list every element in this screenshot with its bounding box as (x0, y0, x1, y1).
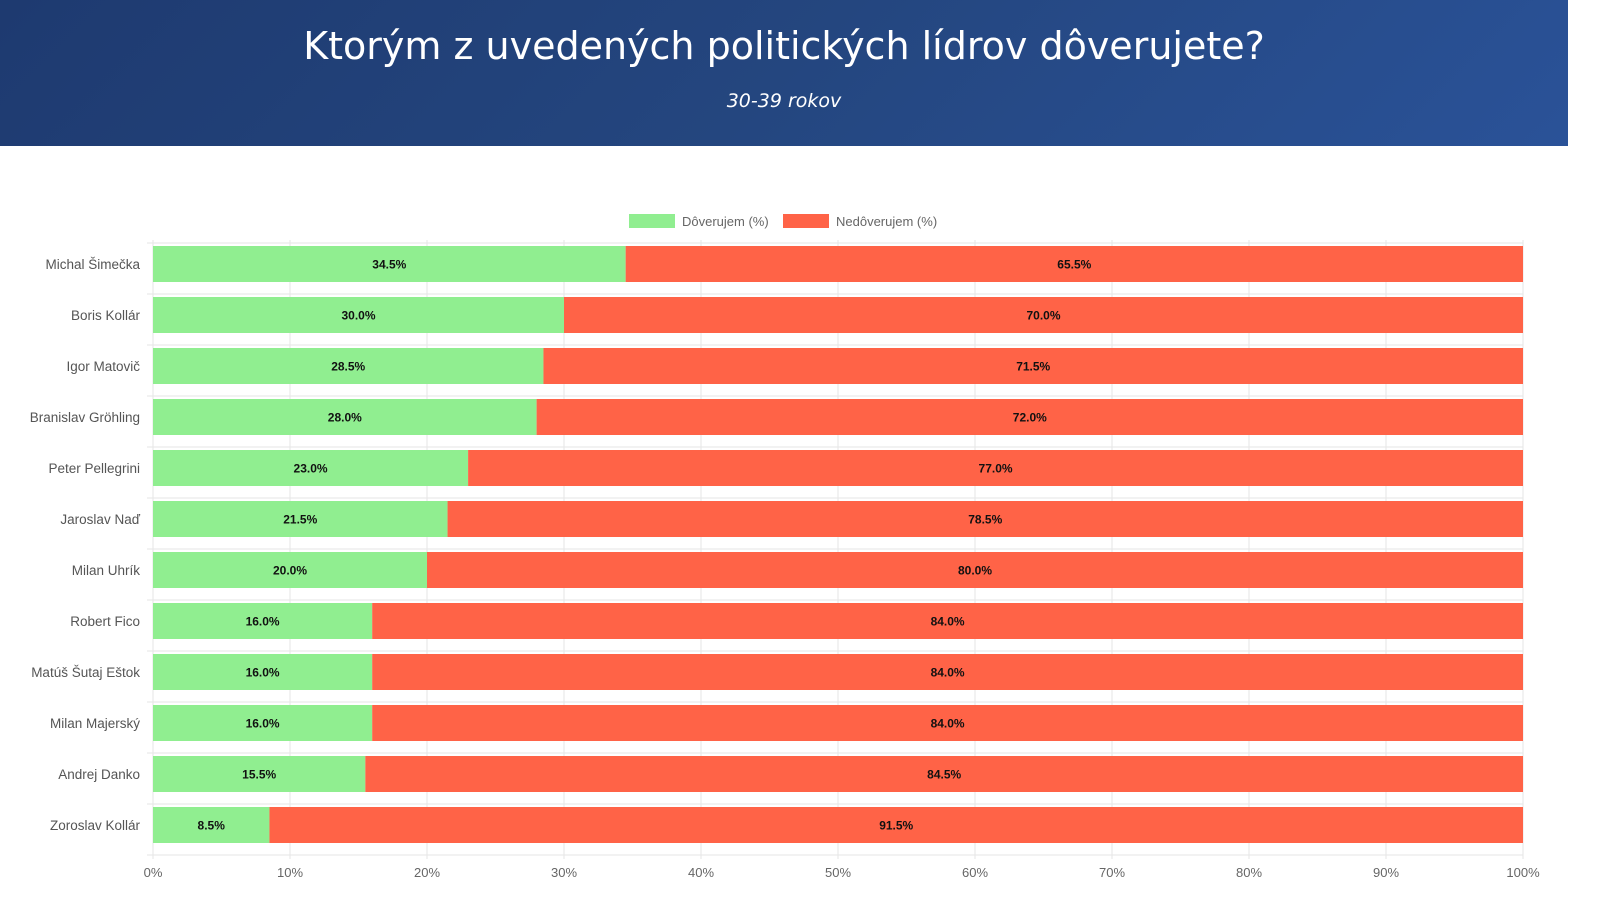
data-label: 91.5% (879, 819, 913, 833)
data-label: 65.5% (1057, 258, 1091, 272)
bar-distrust (372, 705, 1524, 741)
data-label: 15.5% (242, 768, 276, 782)
header-banner: Ktorým z uvedených politických lídrov dô… (0, 0, 1568, 146)
data-label: 16.0% (246, 615, 280, 629)
bar-trust (153, 348, 544, 384)
y-tick-label: Robert Fico (70, 614, 140, 629)
bar-distrust (447, 501, 1523, 537)
bar-trust (153, 399, 537, 435)
bar-distrust (564, 297, 1523, 333)
data-label: 28.5% (331, 360, 365, 374)
bar-distrust (372, 654, 1524, 690)
x-tick-label: 70% (1099, 865, 1125, 880)
x-tick-label: 10% (277, 865, 303, 880)
bar-trust (153, 807, 270, 843)
bar-distrust (543, 348, 1523, 384)
y-tick-label: Zoroslav Kollár (50, 818, 141, 833)
bar-trust (153, 552, 427, 588)
y-tick-label: Milan Majerský (50, 716, 140, 731)
y-tick-label: Igor Matovič (66, 359, 140, 374)
bar-trust (153, 501, 448, 537)
data-label: 78.5% (968, 513, 1002, 527)
x-tick-label: 60% (962, 865, 988, 880)
data-label: 16.0% (246, 717, 280, 731)
bar-trust (153, 297, 564, 333)
data-label: 84.0% (931, 717, 965, 731)
x-tick-label: 40% (688, 865, 714, 880)
x-tick-label: 30% (551, 865, 577, 880)
data-label: 84.5% (927, 768, 961, 782)
y-tick-label: Boris Kollár (71, 308, 141, 323)
bar-distrust (468, 450, 1524, 486)
bar-trust (153, 450, 469, 486)
y-tick-label: Matúš Šutaj Eštok (31, 665, 140, 680)
bar-distrust (427, 552, 1523, 588)
page-subtitle: 30-39 rokov (726, 90, 842, 112)
x-tick-label: 50% (825, 865, 851, 880)
data-label: 80.0% (958, 564, 992, 578)
bar-trust (153, 654, 373, 690)
bar-trust (153, 756, 366, 792)
data-label: 77.0% (979, 462, 1013, 476)
page-title: Ktorým z uvedených politických lídrov dô… (303, 24, 1265, 68)
data-label: 28.0% (328, 411, 362, 425)
data-label: 84.0% (931, 666, 965, 680)
data-label: 71.5% (1016, 360, 1050, 374)
y-tick-label: Jaroslav Naď (60, 512, 140, 527)
legend-swatch (629, 214, 675, 228)
bar-trust (153, 705, 373, 741)
bar-distrust (536, 399, 1523, 435)
data-label: 21.5% (283, 513, 317, 527)
bar-distrust (625, 246, 1523, 282)
y-tick-label: Milan Uhrík (72, 563, 141, 578)
data-label: 23.0% (294, 462, 328, 476)
data-label: 70.0% (1026, 309, 1060, 323)
x-tick-label: 20% (414, 865, 440, 880)
data-label: 30.0% (341, 309, 375, 323)
data-label: 34.5% (372, 258, 406, 272)
bar-trust (153, 603, 373, 639)
bar-trust (153, 246, 626, 282)
y-tick-label: Michal Šimečka (45, 257, 140, 272)
x-tick-label: 90% (1373, 865, 1399, 880)
legend-label: Nedôverujem (%) (836, 214, 937, 229)
data-label: 20.0% (273, 564, 307, 578)
legend-swatch (783, 214, 829, 228)
y-tick-label: Peter Pellegrini (48, 461, 140, 476)
legend-label: Dôverujem (%) (682, 214, 769, 229)
y-tick-label: Branislav Gröhling (30, 410, 140, 425)
x-tick-label: 0% (144, 865, 163, 880)
y-tick-label: Andrej Danko (58, 767, 140, 782)
bar-distrust (269, 807, 1524, 843)
x-tick-label: 80% (1236, 865, 1262, 880)
data-label: 72.0% (1013, 411, 1047, 425)
bar-distrust (365, 756, 1524, 792)
bar-distrust (372, 603, 1524, 639)
data-label: 8.5% (198, 819, 226, 833)
data-label: 16.0% (246, 666, 280, 680)
data-label: 84.0% (931, 615, 965, 629)
x-tick-label: 100% (1506, 865, 1540, 880)
